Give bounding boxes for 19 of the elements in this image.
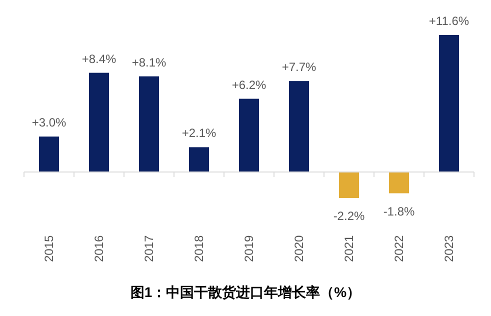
x-tick-label: 2022 [392,234,406,262]
x-tick-label: 2023 [442,234,456,262]
x-tick-label: 2018 [192,234,206,262]
x-tick-label: 2019 [242,234,256,262]
data-label: +8.4% [82,52,117,66]
data-label: -1.8% [383,204,415,218]
data-label: +11.6% [428,14,470,28]
x-tick-label: 2016 [92,234,106,262]
data-label: +6.2% [232,78,267,92]
data-label: +8.1% [132,55,167,70]
x-tick-label: 2020 [292,234,306,262]
data-label: +2.1% [182,126,217,140]
x-tick-label: 2015 [42,234,56,262]
text: 图1：中国干散货进口年增长率（%） [130,284,361,300]
data-label: +7.7% [282,60,317,74]
data-label: -2.2% [333,208,365,223]
x-tick-label: 2017 [142,234,156,262]
data-label: +3.0% [32,116,67,130]
x-tick-label: 2021 [342,234,356,262]
